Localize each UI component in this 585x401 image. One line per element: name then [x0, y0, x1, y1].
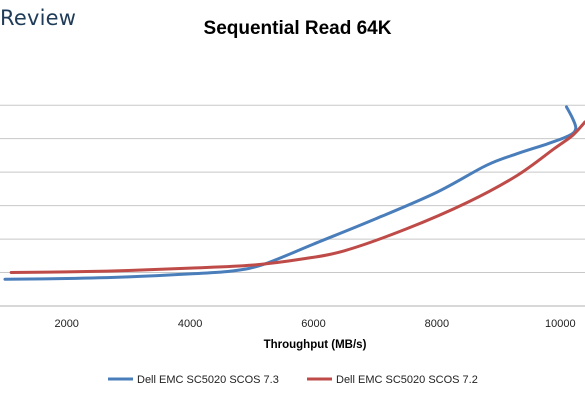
x-tick-label: 10000 — [545, 318, 576, 330]
x-tick-label: 6000 — [301, 318, 325, 330]
legend-label-2: Dell EMC SC5020 SCOS 7.2 — [336, 374, 478, 386]
brand-logo-text: Review — [0, 6, 77, 30]
legend-label-1: Dell EMC SC5020 SCOS 7.3 — [137, 374, 279, 386]
gridlines — [0, 104, 585, 307]
x-axis-label: Throughput (MB/s) — [264, 339, 367, 351]
series-line-1 — [3, 105, 578, 281]
chart-title: Sequential Read 64K — [203, 18, 392, 39]
x-tick-label: 8000 — [425, 318, 449, 330]
series-lines — [3, 105, 585, 281]
x-tick-label: 2000 — [54, 318, 78, 330]
legend: Dell EMC SC5020 SCOS 7.3 Dell EMC SC5020 … — [108, 374, 478, 386]
x-axis-ticks: 2000 4000 6000 8000 10000 — [54, 318, 575, 330]
x-tick-label: 4000 — [178, 318, 202, 330]
series-line-2 — [9, 120, 585, 275]
